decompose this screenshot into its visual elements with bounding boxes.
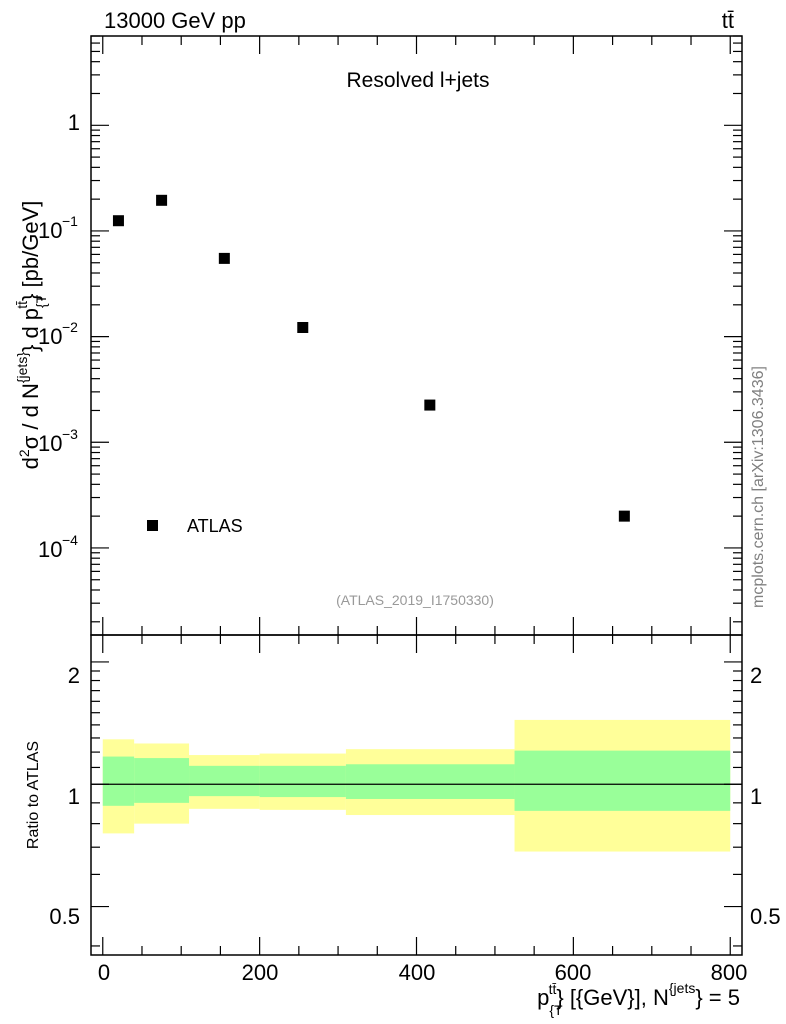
- ytick-exp-0.0001: −4: [62, 532, 78, 548]
- ratio-band-inner-1: [134, 758, 190, 803]
- ytick-label-0.01: 10 −2: [38, 319, 78, 349]
- panel-title: Resolved l+jets: [347, 69, 490, 92]
- ytick-exp-0.001: −3: [62, 426, 78, 442]
- xtick-label-400: 400: [399, 960, 436, 985]
- process-label: tt̄: [722, 8, 734, 33]
- legend-marker: [147, 520, 158, 531]
- data-point-5: [618, 510, 630, 522]
- ratio-band-inner-4: [345, 764, 515, 799]
- xtick-label-800: 800: [711, 960, 748, 985]
- ytick-exp-0.01: −2: [62, 319, 78, 335]
- ratio-ytick-label-0.5-left: 0.5: [49, 904, 80, 929]
- main-y-ticks: [91, 35, 742, 623]
- legend-label: ATLAS: [187, 516, 243, 536]
- ytick-label-0.1: 10 −1: [38, 213, 78, 243]
- analysis-id: (ATLAS_2019_I1750330): [336, 592, 494, 608]
- ratio-band-inner-5: [514, 750, 731, 811]
- ratio-band-inner-2: [189, 765, 260, 797]
- ytick-base-0.001: 10: [38, 431, 62, 456]
- ratio-ytick-label-1-left: 1: [68, 784, 80, 809]
- ytick-base-0.0001: 10: [38, 537, 62, 562]
- side-label: mcplots.cern.ch [arXiv:1306.3436]: [750, 366, 767, 608]
- data-point-4: [424, 399, 436, 411]
- main-panel-frame: [90, 35, 743, 636]
- ratio-band-inner-0: [102, 756, 135, 806]
- ytick-label-0.0001: 10 −4: [38, 532, 78, 562]
- data-point-0: [112, 215, 124, 227]
- xtick-label-0: 0: [98, 960, 110, 985]
- ratio-ytick-label-1-right: 1: [750, 784, 762, 809]
- ratio-ylabel: Ratio to ATLAS: [25, 741, 42, 849]
- ytick-exp-0.1: −1: [62, 213, 78, 229]
- ratio-ytick-label-2-right: 2: [750, 663, 762, 688]
- ytick-label-0.001: 10 −3: [38, 426, 78, 456]
- ratio-ytick-label-0.5-right: 0.5: [750, 904, 781, 929]
- data-point-2: [218, 252, 230, 264]
- ratio-y-ticks: [91, 661, 742, 947]
- main-x-ticks: [102, 36, 731, 635]
- ytick-base-0.1: 10: [38, 218, 62, 243]
- data-point-1: [156, 194, 168, 206]
- ytick-base-0.01: 10: [38, 324, 62, 349]
- xtick-label-200: 200: [242, 960, 279, 985]
- data-point-3: [297, 321, 309, 333]
- ratio-ytick-label-2-left: 2: [68, 663, 80, 688]
- data-series-atlas: [112, 194, 630, 522]
- xtick-label-600: 600: [555, 960, 592, 985]
- ratio-band-inner-3: [259, 765, 346, 798]
- main-ylabel: d2σ / d N{jets}} d p{Ttt̄} [pb/GeV]: [14, 201, 49, 470]
- ratio-bands: [102, 719, 731, 852]
- ytick-label-1: 1: [68, 110, 80, 135]
- xaxis-label: p{Ttt̄} [{GeV}], N{jets} = 5: [537, 980, 740, 1018]
- ratio-x-ticks: [102, 635, 731, 955]
- energy-label: 13000 GeV pp: [104, 8, 246, 33]
